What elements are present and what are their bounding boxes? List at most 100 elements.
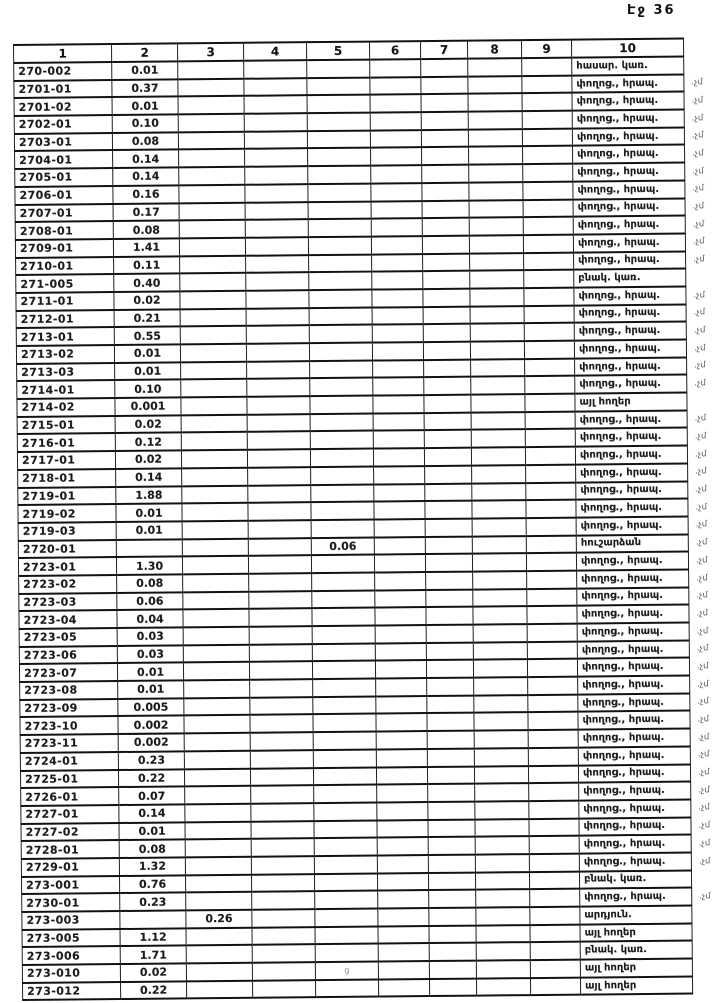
row-value-col2: 0.08 (119, 839, 186, 858)
row-value-col5 (308, 236, 372, 255)
row-category: փողոց., հրապ. (575, 410, 688, 430)
row-value-col9 (524, 358, 575, 377)
row-value-col9 (524, 305, 575, 324)
row-value-col5 (315, 943, 379, 963)
row-value-col5 (314, 855, 378, 874)
row-value-col4 (251, 891, 315, 910)
row-value-col2: 0.14 (118, 804, 185, 823)
row-value-col2: 0.40 (113, 273, 180, 292)
row-value-col3 (184, 785, 251, 805)
margin-note: .չմ (696, 643, 709, 654)
margin-note: .չմ (694, 413, 707, 424)
row-value-col4 (247, 484, 311, 503)
row-value-col9 (526, 605, 578, 625)
row-value-col8 (473, 641, 528, 660)
row-value-col3 (179, 255, 246, 274)
row-value-col9 (521, 93, 573, 112)
row-value-col2: 0.01 (117, 680, 184, 699)
row-value-col3 (183, 697, 250, 716)
margin-note: .չմ (698, 855, 711, 866)
row-value-col7 (425, 606, 474, 626)
row-value-col2 (116, 538, 183, 558)
row-value-col8 (472, 553, 527, 572)
row-value-col7 (426, 659, 474, 679)
row-value-col8 (471, 500, 527, 519)
row-category: փողոց., հրապ. (578, 746, 691, 766)
row-value-col4 (246, 360, 310, 380)
margin-note: .չմ (693, 289, 706, 301)
row-value-col5 (313, 820, 378, 839)
row-category: փողոց., հրապ. (578, 764, 691, 783)
row-value-col7 (424, 465, 472, 484)
row-value-col4 (251, 873, 315, 893)
row-value-col8 (470, 376, 525, 395)
row-value-col4 (248, 555, 312, 574)
row-category: փողոց., հրապ. (576, 587, 689, 606)
row-value-col9 (528, 747, 579, 766)
row-category: փողոց., հրապ. (571, 91, 685, 111)
margin-note: .չմ (698, 802, 710, 813)
row-value-col6 (370, 147, 422, 166)
row-value-col4 (246, 307, 310, 327)
row-value-col2: 0.14 (112, 167, 179, 186)
row-value-col8 (475, 889, 530, 908)
row-code: 2713-03 (16, 362, 115, 382)
row-value-col9 (528, 818, 580, 837)
row-value-col6 (376, 784, 428, 803)
row-value-col6 (376, 766, 428, 785)
row-value-col5 (314, 908, 378, 927)
row-value-col7 (421, 147, 469, 166)
row-value-col7 (420, 76, 469, 95)
row-value-col7 (425, 553, 473, 573)
row-value-col8 (467, 75, 522, 95)
row-value-col5 (314, 837, 378, 857)
row-value-col7 (423, 306, 471, 325)
margin-note: .չմ (695, 519, 708, 530)
row-code: 2703-01 (14, 132, 113, 152)
row-value-col2: 0.08 (113, 220, 180, 239)
land-registry-table-wrap: 1 2 3 4 5 6 7 8 9 10 270-002 0.01 հասար. կառ. 2701-01… (13, 37, 712, 1001)
margin-note: .չմ (693, 342, 706, 354)
margin-note (687, 392, 712, 410)
row-value-col8 (472, 517, 527, 537)
row-value-col9 (529, 871, 580, 890)
row-value-col4 (245, 290, 310, 309)
row-value-col2: 0.76 (119, 875, 186, 894)
margin-note: .չմ (697, 767, 710, 778)
margin-note: .չմ (694, 431, 707, 442)
row-value-col4 (247, 466, 311, 486)
row-value-col8 (469, 199, 524, 218)
row-category: փողոց., հրապ. (578, 817, 692, 836)
row-value-col3 (179, 219, 246, 239)
row-code: 2706-01 (14, 185, 114, 205)
row-value-col6 (371, 235, 423, 255)
row-code: 2723-02 (18, 574, 117, 594)
row-value-col9 (523, 199, 574, 218)
row-category: փողոց., հրապ. (579, 887, 692, 907)
row-value-col5 (310, 484, 374, 503)
row-value-col8 (472, 588, 527, 607)
row-value-col4 (249, 661, 313, 680)
row-value-col8 (468, 111, 523, 130)
row-category: փողոց., հրապ. (578, 728, 691, 748)
margin-note: .չմ (698, 785, 710, 796)
row-value-col7 (423, 359, 471, 378)
margin-note: .չմ (692, 219, 705, 230)
row-value-col6 (372, 306, 424, 325)
row-value-col6 (370, 94, 422, 113)
row-value-col4 (244, 113, 308, 132)
row-value-col2: 0.01 (114, 362, 181, 381)
row-value-col4 (247, 449, 311, 468)
margin-note (692, 923, 712, 941)
row-value-col5 (312, 678, 376, 697)
row-value-col5 (309, 395, 374, 414)
row-code: 2716-01 (17, 433, 116, 453)
row-value-col7 (421, 129, 469, 148)
row-value-col5 (307, 165, 371, 184)
row-category: փողոց., հրապ. (574, 304, 687, 323)
row-value-col8 (470, 305, 525, 324)
margin-note (692, 941, 712, 959)
row-value-col5 (309, 307, 373, 326)
row-value-col2 (119, 910, 186, 929)
row-category: փողոց., հրապ. (576, 551, 689, 571)
